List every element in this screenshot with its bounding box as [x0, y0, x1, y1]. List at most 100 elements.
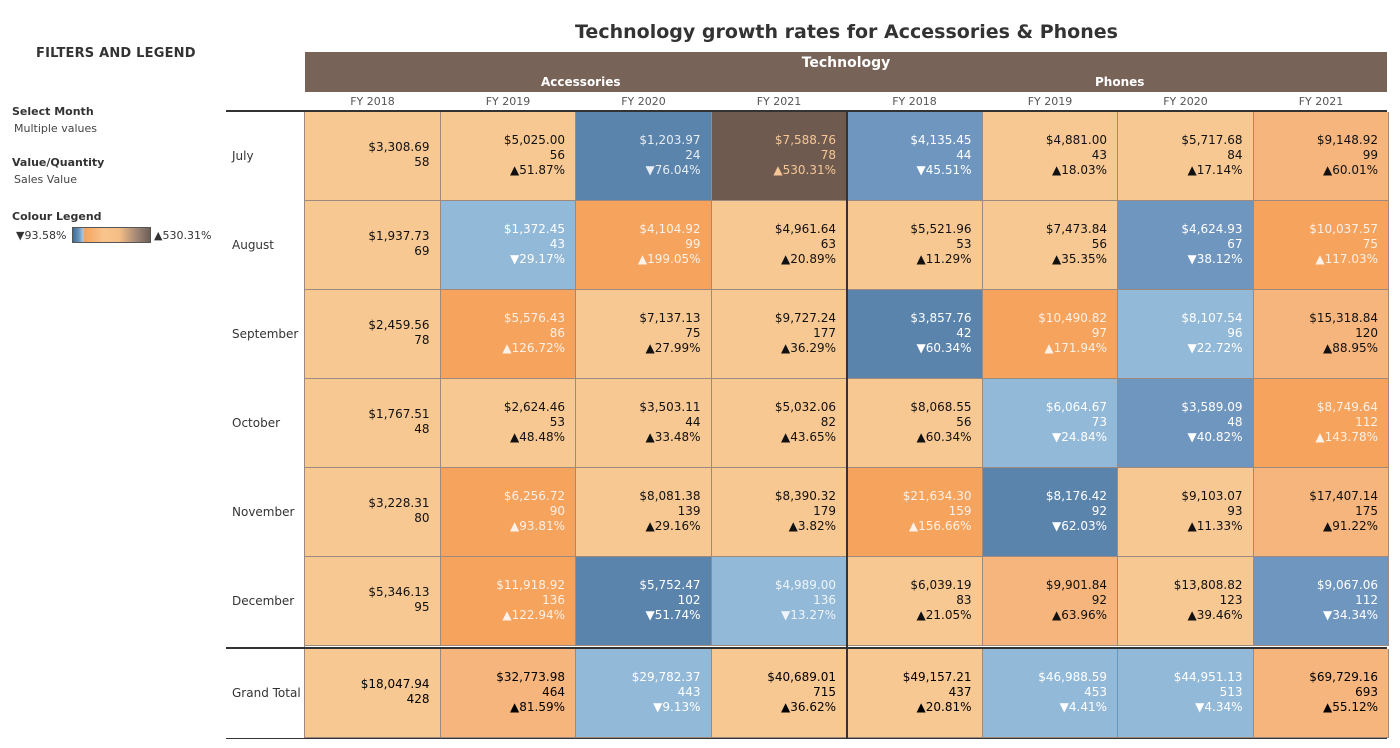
table-cell[interactable]: $9,067.06 112 ▼34.34%	[1253, 557, 1389, 646]
cell-quantity: 99	[1362, 148, 1378, 162]
table-cell[interactable]: $6,064.67 73 ▼24.84%	[982, 379, 1118, 468]
table-cell[interactable]: $7,473.84 56 ▲35.35%	[982, 201, 1118, 290]
colour-legend-gradient[interactable]	[72, 227, 151, 243]
cell-growth: ▲63.96%	[1052, 608, 1107, 622]
table-cell[interactable]: $4,104.92 99 ▲199.05%	[576, 201, 712, 290]
cell-growth: ▼45.51%	[916, 163, 972, 177]
table-cell[interactable]: $10,490.82 97 ▲171.94%	[982, 290, 1118, 379]
cell-quantity: 175	[1355, 504, 1378, 518]
cell-growth	[305, 259, 430, 274]
table-cell[interactable]: $5,576.43 86 ▲126.72%	[440, 290, 576, 379]
table-cell[interactable]: $8,390.32 179 ▲3.82%	[711, 468, 847, 557]
cell-growth: ▲143.78%	[1315, 430, 1378, 444]
cell-value: $9,103.07	[1181, 489, 1243, 503]
value-quantity-label: Value/Quantity	[12, 156, 105, 169]
table-cell[interactable]: $8,081.38 139 ▲29.16%	[576, 468, 712, 557]
table-cell[interactable]: $4,624.93 67 ▼38.12%	[1118, 201, 1254, 290]
table-cell[interactable]: $5,032.06 82 ▲43.65%	[711, 379, 847, 468]
cell-growth: ▲27.99%	[645, 341, 701, 355]
cell-value: $5,752.47	[639, 578, 701, 592]
row-header: November	[232, 505, 295, 519]
cell-quantity: 78	[414, 333, 430, 347]
table-cell[interactable]: $4,961.64 63 ▲20.89%	[711, 201, 847, 290]
table-cell[interactable]: $1,767.51 48	[305, 379, 441, 468]
table-cell[interactable]: $40,689.01 715 ▲36.62%	[711, 649, 847, 738]
table-cell[interactable]: $1,937.73 69	[305, 201, 441, 290]
table-cell[interactable]: $5,346.13 95	[305, 557, 441, 646]
table-cell[interactable]: $8,176.42 92 ▼62.03%	[982, 468, 1118, 557]
cell-value: $9,727.24	[774, 311, 836, 325]
table-cell[interactable]: $8,107.54 96 ▼22.72%	[1118, 290, 1254, 379]
table-cell[interactable]: $7,137.13 75 ▲27.99%	[576, 290, 712, 379]
table-cell[interactable]: $15,318.84 120 ▲88.95%	[1253, 290, 1389, 379]
cell-growth: ▲36.29%	[781, 341, 836, 355]
cell-quantity: 53	[956, 237, 972, 251]
cell-growth: ▼38.12%	[1187, 252, 1243, 266]
cell-quantity: 48	[1227, 415, 1243, 429]
table-cell[interactable]: $46,988.59 453 ▼4.41%	[982, 649, 1118, 738]
table-cell[interactable]: $18,047.94 428	[305, 649, 441, 738]
table-cell[interactable]: $2,459.56 78	[305, 290, 441, 379]
table-cell[interactable]: $6,256.72 90 ▲93.81%	[440, 468, 576, 557]
sidebar-title: FILTERS AND LEGEND	[36, 46, 196, 61]
table-cell[interactable]: $21,634.30 159 ▲156.66%	[847, 468, 983, 557]
table-cell[interactable]: $32,773.98 464 ▲81.59%	[440, 649, 576, 738]
select-month-label: Select Month	[12, 105, 94, 118]
table-cell[interactable]: $10,037.57 75 ▲117.03%	[1253, 201, 1389, 290]
cell-value: $3,228.31	[368, 496, 430, 510]
table-cell[interactable]: $69,729.16 693 ▲55.12%	[1253, 649, 1389, 738]
select-month-filter[interactable]: Multiple values	[14, 122, 97, 135]
table-cell[interactable]: $4,881.00 43 ▲18.03%	[982, 112, 1118, 201]
value-quantity-filter[interactable]: Sales Value	[14, 173, 77, 186]
table-cell[interactable]: $2,624.46 53 ▲48.48%	[440, 379, 576, 468]
cell-growth: ▲171.94%	[1044, 341, 1107, 355]
table-cell[interactable]: $44,951.13 513 ▼4.34%	[1118, 649, 1254, 738]
table-cell[interactable]: $7,588.76 78 ▲530.31%	[711, 112, 847, 201]
row-header: July	[232, 149, 254, 163]
cell-growth: ▼29.17%	[510, 252, 565, 266]
table-cell[interactable]: $1,203.97 24 ▼76.04%	[576, 112, 712, 201]
cell-quantity: 67	[1227, 237, 1243, 251]
cell-quantity: 159	[948, 504, 972, 518]
table-cell[interactable]: $5,717.68 84 ▲17.14%	[1118, 112, 1254, 201]
subcategory-accessories: Accessories	[541, 75, 621, 89]
table-cell[interactable]: $3,857.76 42 ▼60.34%	[847, 290, 983, 379]
cell-growth	[305, 526, 430, 541]
table-cell[interactable]: $5,752.47 102 ▼51.74%	[576, 557, 712, 646]
cell-growth: ▲81.59%	[510, 700, 565, 714]
table-cell[interactable]: $1,372.45 43 ▼29.17%	[440, 201, 576, 290]
cell-growth: ▼34.34%	[1323, 608, 1378, 622]
header-rule	[226, 110, 1387, 112]
table-cell[interactable]: $29,782.37 443 ▼9.13%	[576, 649, 712, 738]
table-cell[interactable]: $17,407.14 175 ▲91.22%	[1253, 468, 1389, 557]
table-cell[interactable]: $9,148.92 99 ▲60.01%	[1253, 112, 1389, 201]
table-cell[interactable]: $11,918.92 136 ▲122.94%	[440, 557, 576, 646]
table-cell[interactable]: $8,068.55 56 ▲60.34%	[847, 379, 983, 468]
table-cell[interactable]: $5,025.00 56 ▲51.87%	[440, 112, 576, 201]
column-header: FY 2021	[1298, 95, 1344, 108]
table-cell[interactable]: $9,901.84 92 ▲63.96%	[982, 557, 1118, 646]
cell-growth	[305, 437, 430, 452]
cell-quantity: 95	[414, 600, 430, 614]
cell-value: $1,937.73	[368, 229, 430, 243]
table-cell[interactable]: $4,989.00 136 ▼13.27%	[711, 557, 847, 646]
cell-value: $4,104.92	[639, 222, 701, 236]
table-cell[interactable]: $13,808.82 123 ▲39.46%	[1118, 557, 1254, 646]
table-cell[interactable]: $3,228.31 80	[305, 468, 441, 557]
cell-value: $3,503.11	[639, 400, 701, 414]
table-cell[interactable]: $3,503.11 44 ▲33.48%	[576, 379, 712, 468]
table-cell[interactable]: $6,039.19 83 ▲21.05%	[847, 557, 983, 646]
cell-growth	[305, 615, 430, 630]
table-cell[interactable]: $4,135.45 44 ▼45.51%	[847, 112, 983, 201]
table-cell[interactable]: $49,157.21 437 ▲20.81%	[847, 649, 983, 738]
table-cell[interactable]: $9,103.07 93 ▲11.33%	[1118, 468, 1254, 557]
cell-quantity: 24	[685, 148, 701, 162]
cell-value: $7,588.76	[774, 133, 836, 147]
table-cell[interactable]: $9,727.24 177 ▲36.29%	[711, 290, 847, 379]
table-cell[interactable]: $3,308.69 58	[305, 112, 441, 201]
table-cell[interactable]: $8,749.64 112 ▲143.78%	[1253, 379, 1389, 468]
table-cell[interactable]: $3,589.09 48 ▼40.82%	[1118, 379, 1254, 468]
cell-value: $29,782.37	[631, 670, 701, 684]
cell-quantity: 44	[685, 415, 701, 429]
table-cell[interactable]: $5,521.96 53 ▲11.29%	[847, 201, 983, 290]
